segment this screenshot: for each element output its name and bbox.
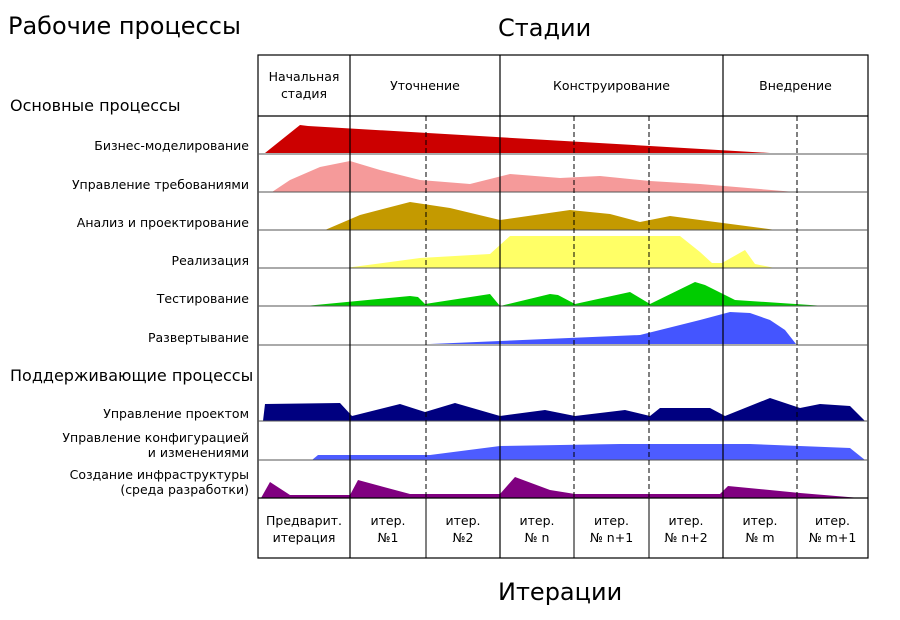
curve-analysis-design	[325, 202, 776, 230]
iteration-preliminary: Предварит. итерация	[265, 513, 342, 545]
iteration-n: итер. № n	[519, 513, 555, 545]
process-label-business-modeling: Бизнес-моделирование	[94, 138, 249, 153]
workflows-title: Рабочие процессы	[8, 12, 241, 40]
process-label-deployment: Развертывание	[147, 330, 249, 345]
phase-elaboration: Уточнение	[390, 78, 460, 93]
process-label-implementation: Реализация	[171, 253, 249, 268]
phase-inception: Начальная стадия	[268, 69, 340, 101]
curve-testing	[305, 282, 825, 306]
process-label-testing: Тестирование	[156, 291, 249, 306]
iteration-n-plus-1: итер. № n+1	[589, 513, 634, 545]
curve-configuration	[312, 444, 865, 460]
supporting-processes-heading: Поддерживающие процессы	[10, 366, 254, 385]
curve-infrastructure	[261, 477, 860, 498]
process-label-configuration: Управление конфигурацией и изменениями	[62, 430, 249, 460]
row-baselines	[258, 153, 868, 461]
iteration-1: итер. №1	[370, 513, 406, 545]
iteration-m-plus-1: итер. № m+1	[808, 513, 857, 545]
process-label-requirements: Управление требованиями	[71, 177, 249, 192]
iteration-2: итер. №2	[445, 513, 481, 545]
curve-project-management	[263, 398, 865, 421]
curve-deployment	[430, 312, 796, 344]
curve-business-modeling	[265, 125, 770, 153]
curve-implementation	[345, 236, 775, 268]
process-curves	[261, 125, 865, 498]
iteration-n-plus-2: итер. № n+2	[664, 513, 708, 545]
iteration-m: итер. № m	[742, 513, 778, 545]
phase-construction: Конструирование	[553, 78, 670, 93]
process-label-project-management: Управление проектом	[103, 406, 249, 421]
core-processes-heading: Основные процессы	[10, 96, 181, 115]
phases-title: Стадии	[498, 14, 592, 42]
process-label-infrastructure: Создание инфраструктуры (среда разработки…	[69, 467, 249, 497]
curve-requirements	[272, 161, 795, 192]
iterations-title: Итерации	[498, 578, 623, 606]
phase-transition: Внедрение	[759, 78, 832, 93]
process-label-analysis-design: Анализ и проектирование	[76, 215, 249, 230]
